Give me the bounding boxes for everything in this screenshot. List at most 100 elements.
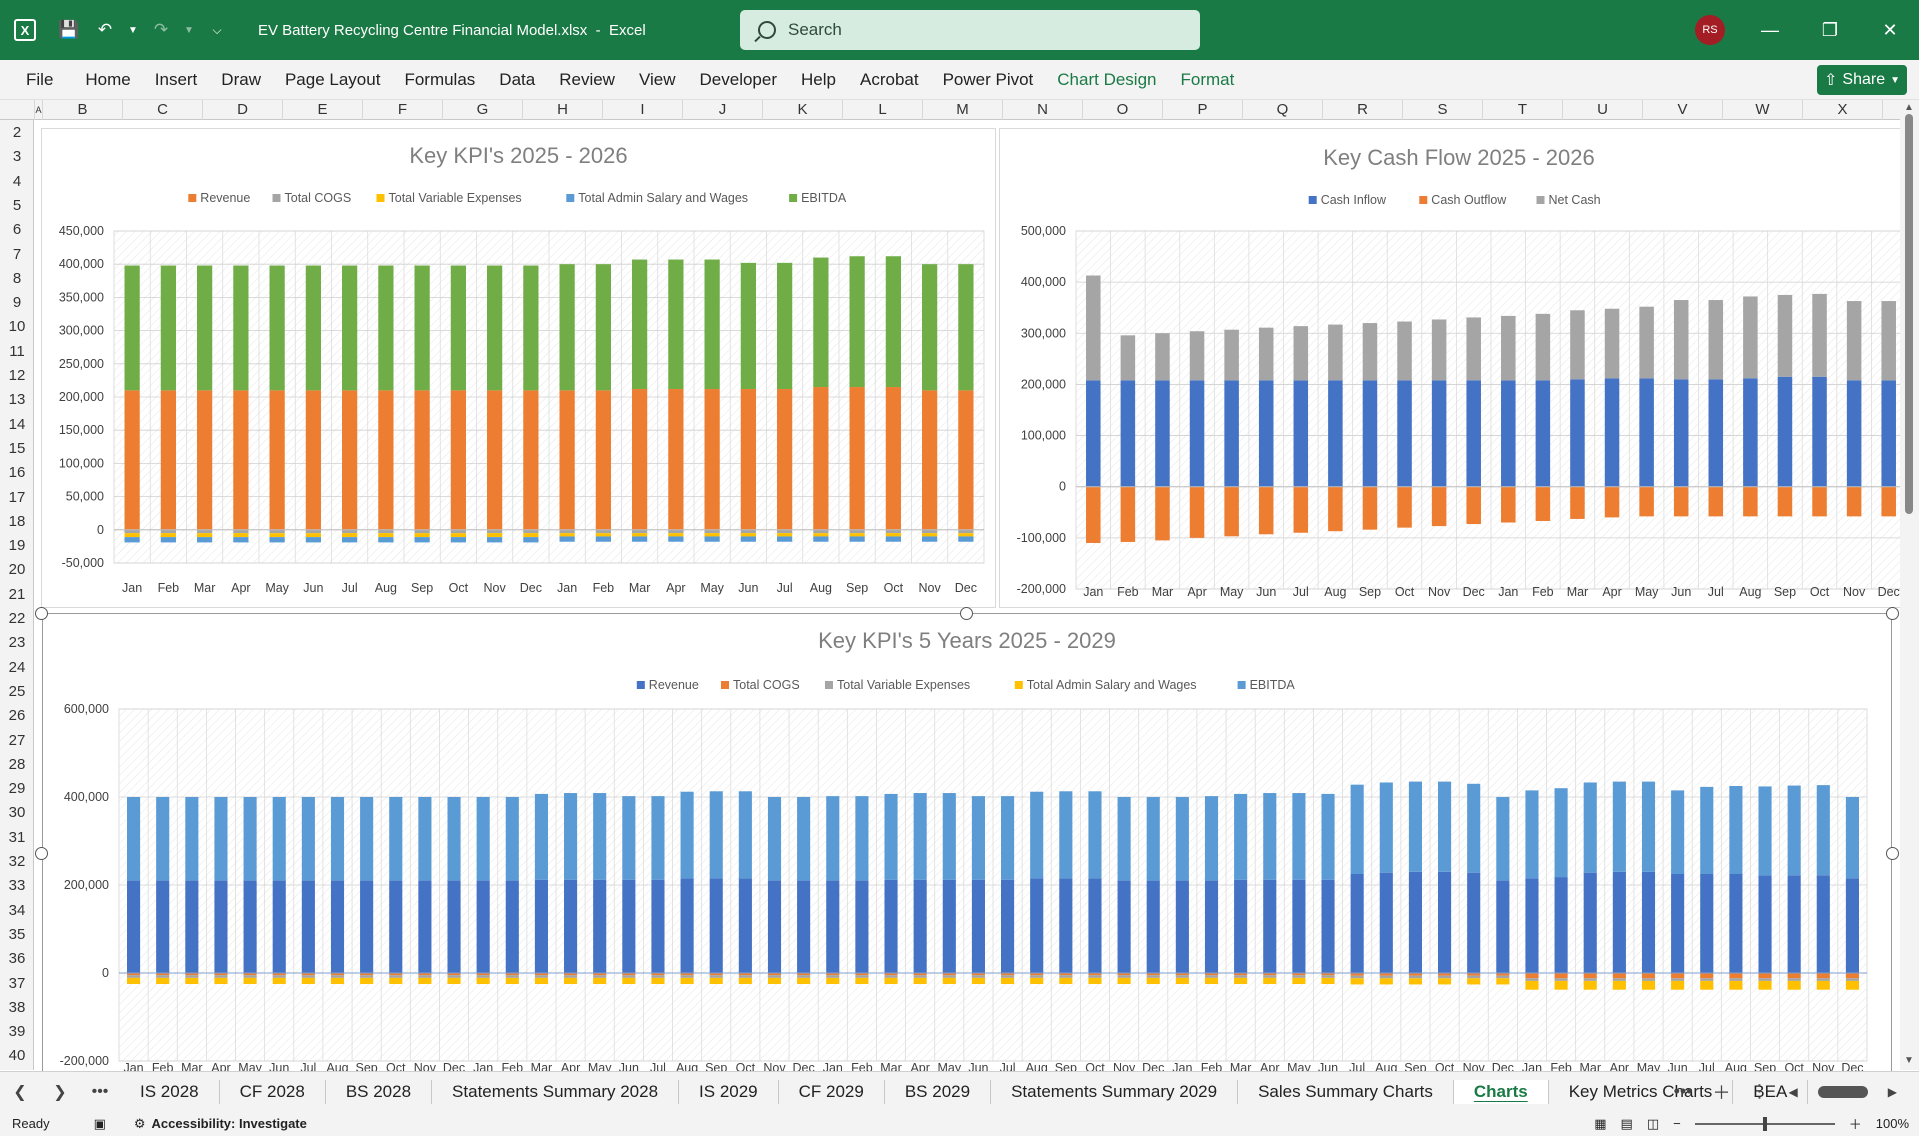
row-header-28[interactable]: 28	[8, 755, 26, 773]
bar-total-variable-expenses[interactable]	[360, 975, 374, 978]
bar-cash-inflow[interactable]	[1155, 380, 1170, 487]
row-header-7[interactable]: 7	[12, 245, 22, 263]
redo-dropdown-icon[interactable]: ▼	[184, 24, 194, 36]
bar-total-cogs[interactable]	[1292, 973, 1306, 976]
row-header-34[interactable]: 34	[8, 901, 26, 919]
zoom-out-icon[interactable]: −	[1673, 1116, 1681, 1131]
bar-total-cogs[interactable]	[450, 529, 466, 534]
next-sheet-icon[interactable]: ❯	[53, 1083, 67, 1101]
bar-total-cogs[interactable]	[1671, 973, 1685, 979]
bar-revenue[interactable]	[342, 390, 358, 530]
legend-item-revenue[interactable]: Revenue	[188, 191, 250, 205]
bar-revenue[interactable]	[913, 879, 927, 973]
bar-total-variable-expenses[interactable]	[214, 975, 228, 978]
bar-cash-outflow[interactable]	[1362, 486, 1378, 530]
column-header-i[interactable]: I	[603, 100, 683, 120]
bar-ebitda[interactable]	[971, 796, 985, 880]
bar-total-cogs[interactable]	[651, 973, 665, 976]
bar-ebitda[interactable]	[1001, 796, 1015, 880]
bar-revenue[interactable]	[1263, 879, 1277, 973]
bar-total-cogs[interactable]	[958, 529, 974, 534]
bar-ebitda[interactable]	[447, 797, 461, 881]
bar-ebitda[interactable]	[1321, 793, 1335, 880]
ribbon-tab-help[interactable]: Help	[801, 69, 836, 89]
bar-total-admin-salary-and-wages[interactable]	[269, 537, 285, 543]
bar-total-cogs[interactable]	[622, 973, 636, 976]
bar-total-variable-expenses[interactable]	[559, 533, 575, 537]
column-header-o[interactable]: O	[1083, 100, 1163, 120]
bar-total-admin-salary-and-wages[interactable]	[1059, 977, 1073, 984]
bar-total-variable-expenses[interactable]	[942, 975, 956, 978]
bar-ebitda[interactable]	[243, 797, 257, 881]
undo-icon[interactable]: ↶	[97, 20, 113, 39]
scroll-up-icon[interactable]: ▲	[1904, 102, 1914, 113]
bar-ebitda[interactable]	[777, 262, 793, 390]
bar-total-cogs[interactable]	[885, 529, 901, 534]
column-header-w[interactable]: W	[1723, 100, 1803, 120]
bar-revenue[interactable]	[593, 879, 607, 973]
row-header-22[interactable]: 22	[8, 610, 26, 627]
bar-total-admin-salary-and-wages[interactable]	[680, 977, 694, 984]
bar-total-variable-expenses[interactable]	[632, 533, 648, 537]
bar-total-admin-salary-and-wages[interactable]	[389, 977, 403, 984]
bar-total-variable-expenses[interactable]	[1671, 978, 1685, 981]
bar-total-admin-salary-and-wages[interactable]	[1671, 980, 1685, 990]
row-header-37[interactable]: 37	[8, 974, 26, 992]
bar-cash-inflow[interactable]	[1708, 379, 1724, 487]
bar-ebitda[interactable]	[330, 797, 345, 881]
bar-total-cogs[interactable]	[1554, 973, 1568, 979]
bar-revenue[interactable]	[1525, 878, 1539, 973]
bar-revenue[interactable]	[958, 390, 974, 530]
bar-revenue[interactable]	[922, 390, 938, 530]
bar-total-admin-salary-and-wages[interactable]	[124, 537, 140, 543]
ribbon-tab-page-layout[interactable]: Page Layout	[284, 69, 381, 89]
minimize-icon[interactable]: —	[1761, 19, 1779, 40]
bar-total-cogs[interactable]	[1496, 973, 1510, 976]
bar-revenue[interactable]	[185, 880, 199, 973]
bar-total-variable-expenses[interactable]	[1729, 978, 1743, 981]
bar-total-variable-expenses[interactable]	[1379, 975, 1393, 979]
bar-ebitda[interactable]	[651, 796, 665, 880]
row-header-13[interactable]: 13	[8, 391, 26, 409]
bar-total-cogs[interactable]	[342, 529, 358, 534]
bar-total-admin-salary-and-wages[interactable]	[1350, 978, 1364, 985]
ribbon-tab-home[interactable]: Home	[85, 69, 131, 89]
bar-total-variable-expenses[interactable]	[885, 533, 901, 537]
bar-total-variable-expenses[interactable]	[797, 975, 811, 978]
bar-cash-inflow[interactable]	[1846, 380, 1862, 487]
bar-revenue[interactable]	[1059, 878, 1073, 973]
ribbon-tab-power-pivot[interactable]: Power Pivot	[942, 69, 1034, 89]
column-header-d[interactable]: D	[203, 100, 283, 120]
bar-total-variable-expenses[interactable]	[1554, 978, 1568, 981]
bar-ebitda[interactable]	[1816, 785, 1830, 876]
bar-cash-outflow[interactable]	[1328, 486, 1343, 532]
bar-total-cogs[interactable]	[668, 529, 684, 534]
row-header-6[interactable]: 6	[12, 221, 22, 239]
column-header-s[interactable]: S	[1403, 100, 1483, 120]
bar-ebitda[interactable]	[1292, 793, 1306, 880]
bar-cash-outflow[interactable]	[1881, 486, 1896, 517]
bar-total-admin-salary-and-wages[interactable]	[564, 977, 578, 984]
bar-ebitda[interactable]	[1175, 797, 1189, 881]
bar-total-admin-salary-and-wages[interactable]	[447, 977, 461, 984]
bar-total-admin-salary-and-wages[interactable]	[855, 977, 869, 984]
customize-toolbar-icon[interactable]: ⌵	[212, 22, 222, 37]
bar-cash-inflow[interactable]	[1673, 379, 1689, 487]
bar-cash-outflow[interactable]	[1535, 486, 1551, 521]
row-header-10[interactable]: 10	[8, 318, 26, 336]
bar-total-variable-expenses[interactable]	[389, 975, 403, 978]
bar-total-admin-salary-and-wages[interactable]	[330, 977, 345, 984]
bar-ebitda[interactable]	[505, 797, 519, 881]
sheet-tab-cf-2028[interactable]: CF 2028	[220, 1079, 326, 1104]
bar-total-variable-expenses[interactable]	[593, 975, 607, 978]
bar-revenue[interactable]	[476, 880, 490, 973]
row-header-5[interactable]: 5	[12, 196, 22, 214]
chart-legend[interactable]: Revenue Total COGS Total Variable Expenses…	[188, 191, 847, 205]
bar-ebitda[interactable]	[1845, 797, 1859, 879]
bar-total-admin-salary-and-wages[interactable]	[156, 977, 170, 984]
bar-total-cogs[interactable]	[1612, 973, 1626, 979]
ribbon-tab-acrobat[interactable]: Acrobat	[859, 69, 919, 89]
bar-cash-inflow[interactable]	[1258, 380, 1274, 487]
bar-ebitda[interactable]	[534, 793, 548, 880]
bar-ebitda[interactable]	[595, 264, 611, 391]
